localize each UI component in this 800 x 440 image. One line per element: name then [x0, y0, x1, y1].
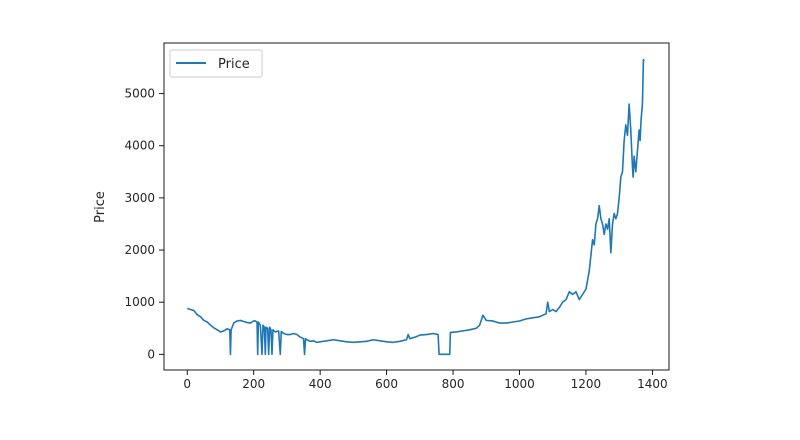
plot-area	[164, 43, 669, 370]
y-tick-label: 1000	[124, 295, 155, 309]
legend-label-price: Price	[218, 57, 250, 72]
y-tick-label: 0	[147, 347, 155, 361]
x-tick-label: 600	[375, 377, 398, 391]
series-layer	[187, 58, 645, 356]
series-line-price	[187, 58, 645, 356]
x-tick-label: 0	[183, 377, 191, 391]
x-tick-label: 1400	[637, 377, 668, 391]
x-tick-label: 200	[242, 377, 265, 391]
y-tick-label: 3000	[124, 191, 155, 205]
legend: Price	[169, 49, 263, 78]
x-tick-label: 1000	[504, 377, 535, 391]
y-tick-label: 2000	[124, 243, 155, 257]
plot-frame	[163, 42, 670, 371]
x-tick-label: 400	[309, 377, 332, 391]
legend-box	[169, 49, 263, 78]
x-tick-label: 1200	[571, 377, 602, 391]
y-axis-title: Price	[93, 191, 108, 223]
x-axis: 0 200 400 600 800 1000 1200 1400	[183, 370, 668, 391]
y-tick-label: 5000	[124, 87, 155, 101]
y-axis: 0 1000 2000 3000 4000 5000	[124, 87, 164, 361]
x-tick-label: 800	[442, 377, 465, 391]
y-tick-label: 4000	[124, 139, 155, 153]
